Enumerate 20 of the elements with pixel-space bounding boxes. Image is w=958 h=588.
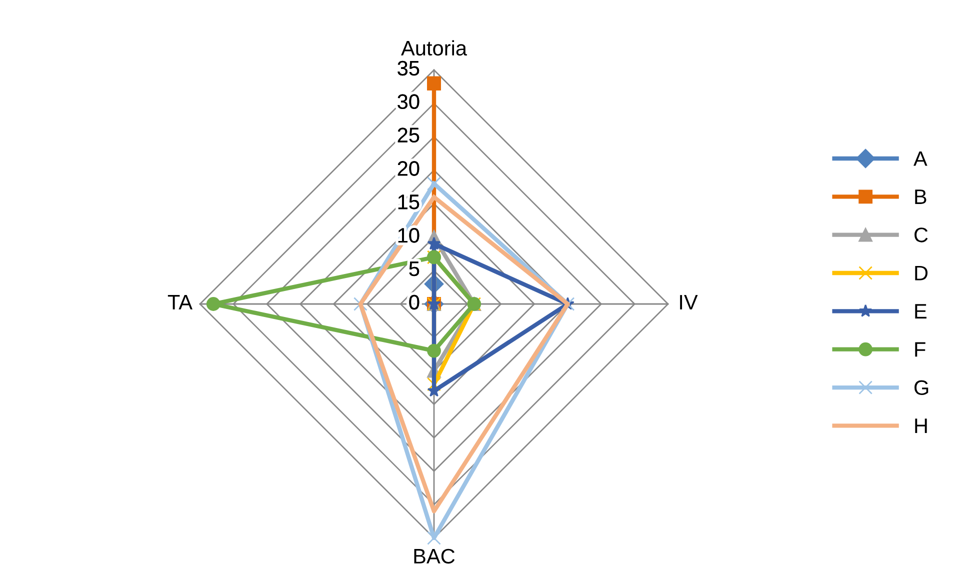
spoke-label: TA [168,295,192,310]
spoke-label: IV [680,295,698,310]
legend-label: C [914,228,928,242]
legend-label: G [914,380,928,396]
y-tick-label: 15 [398,194,420,210]
legend-label: B [915,190,926,204]
y-tick-label: 20 [398,161,420,176]
legend-label: F [915,342,926,357]
y-tick-label: 5 [409,262,420,276]
y-tick-label: 10 [398,228,420,243]
legend-label: E [915,304,926,318]
y-tick-label: 30 [398,94,420,110]
spoke-label: Autoria [401,40,468,56]
y-tick-label: 0 [409,294,420,310]
legend-label: D [915,266,928,280]
legend-label: A [914,151,928,166]
spoke-label: BAC [414,548,455,564]
y-tick-label: 35 [398,60,420,76]
y-tick-label: 25 [398,128,420,142]
legend-label: H [915,418,927,433]
